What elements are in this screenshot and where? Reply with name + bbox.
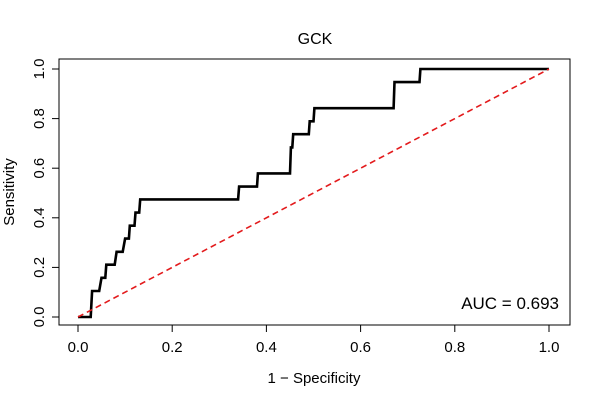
reference-diagonal-line <box>77 68 550 318</box>
plot-area-frame <box>58 58 571 326</box>
x-tick-label: 0.6 <box>350 339 371 356</box>
y-tick-label: 0.2 <box>31 257 48 278</box>
y-tick-label: 0.4 <box>31 207 48 228</box>
auc-annotation: AUC = 0.693 <box>461 294 559 313</box>
x-axis: 0.0 0.2 0.4 0.6 0.8 1.0 <box>68 324 560 356</box>
y-tick-label: 1.0 <box>31 59 48 80</box>
x-tick-label: 1.0 <box>539 339 560 356</box>
y-tick-label: 0.0 <box>31 307 48 328</box>
y-tick-label: 0.6 <box>31 158 48 179</box>
x-tick-label: 0.4 <box>256 339 277 356</box>
series-layer <box>77 67 550 319</box>
x-tick-label: 0.0 <box>68 339 89 356</box>
x-tick-label: 0.2 <box>162 339 183 356</box>
y-tick-label: 0.8 <box>31 108 48 129</box>
x-axis-label: 1 − Specificity <box>268 370 361 387</box>
chart-title: GCK <box>298 31 333 48</box>
y-axis: 0.0 0.2 0.4 0.6 0.8 1.0 <box>31 59 60 328</box>
roc-curve-line <box>78 67 549 319</box>
x-tick-label: 0.8 <box>444 339 465 356</box>
y-axis-label: Sensitivity <box>1 158 18 226</box>
